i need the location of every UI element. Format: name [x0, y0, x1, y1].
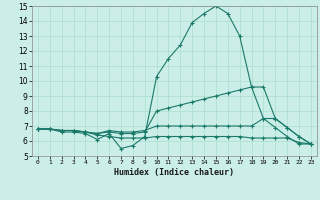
X-axis label: Humidex (Indice chaleur): Humidex (Indice chaleur): [115, 168, 234, 177]
